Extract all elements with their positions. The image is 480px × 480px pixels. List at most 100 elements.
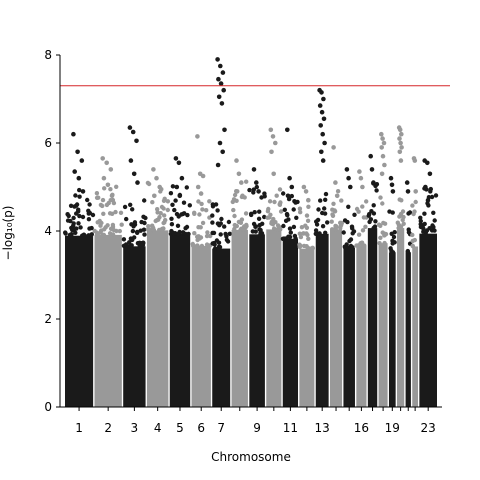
snp-point [314, 222, 320, 227]
snp-point [356, 209, 361, 214]
y-tick-label: 0 [44, 400, 52, 414]
chromosome-12-band [299, 248, 315, 407]
snp-point [73, 193, 78, 198]
chromosome-2-points [92, 156, 124, 407]
chromosome-22-points [410, 156, 419, 407]
x-tick-label: 16 [354, 421, 369, 435]
snp-point [431, 224, 436, 230]
snp-point [80, 214, 86, 220]
snp-point [310, 246, 315, 251]
chromosome-2-band [94, 234, 122, 407]
snp-point [373, 183, 378, 189]
snp-point [123, 242, 129, 247]
snp-point [67, 232, 73, 238]
snp-point [429, 194, 435, 200]
snp-point [170, 230, 175, 235]
top-snp-point [220, 149, 225, 155]
snp-point [162, 213, 167, 218]
snp-point [222, 224, 227, 229]
snp-point [110, 211, 115, 216]
snp-point [282, 207, 287, 212]
snp-point [410, 203, 415, 208]
snp-point [371, 211, 377, 216]
snp-point [215, 221, 221, 226]
snp-point [238, 220, 244, 225]
snp-point [267, 215, 272, 220]
top-snp-point [405, 189, 411, 194]
snp-point [367, 219, 372, 225]
y-axis-ticks: 0 2 4 6 8 [44, 48, 60, 414]
snp-point [267, 199, 273, 204]
snp-point [121, 237, 127, 242]
snp-point [184, 224, 190, 230]
chromosome-18-points [376, 131, 389, 407]
snp-point [94, 195, 100, 200]
snp-point [329, 227, 335, 232]
top-snp-point [152, 193, 157, 199]
snp-point [185, 212, 190, 218]
top-snp-point [334, 193, 340, 199]
snp-point [401, 221, 406, 226]
snp-point [256, 216, 262, 221]
top-snp-point [371, 180, 376, 185]
snp-point [363, 224, 368, 229]
snp-point [127, 240, 132, 245]
snp-point [428, 186, 433, 192]
chromosome-3-points [121, 125, 148, 407]
y-tick-label: 4 [44, 224, 52, 238]
snp-point [117, 228, 123, 234]
top-snp-point [109, 193, 115, 199]
top-snp-point [221, 87, 226, 93]
x-tick-label: 13 [315, 421, 330, 435]
top-snp-point [287, 175, 292, 181]
snp-point [157, 227, 162, 233]
top-snp-point [331, 145, 336, 150]
snp-point [168, 191, 174, 196]
top-snp-point [425, 197, 431, 203]
snp-point [156, 217, 161, 222]
snp-point [291, 207, 296, 212]
snp-point [345, 219, 350, 225]
chromosome-23-points [418, 158, 439, 407]
top-snp-point [222, 127, 227, 133]
snp-point [210, 230, 215, 236]
chromosome-1-band [65, 235, 94, 407]
snp-point [253, 224, 258, 229]
snp-point [85, 197, 90, 203]
top-snp-point [100, 156, 105, 161]
snp-point [257, 223, 262, 228]
snp-point [198, 225, 203, 230]
snp-point [128, 202, 133, 207]
snp-point [364, 199, 369, 204]
y-tick-label: 2 [44, 312, 52, 326]
chromosome-11-points [280, 127, 300, 407]
snp-point [80, 233, 85, 238]
snp-point [253, 229, 258, 234]
snp-point [216, 240, 222, 245]
snp-point [146, 181, 152, 187]
snp-point [330, 207, 335, 212]
snp-point [165, 199, 171, 204]
snp-point [373, 219, 378, 224]
top-snp-point [333, 180, 338, 185]
snp-point [377, 241, 382, 246]
top-snp-point [379, 145, 385, 150]
snp-point [86, 217, 92, 222]
top-snp-point [397, 149, 403, 155]
top-snp-point [425, 160, 430, 166]
chromosome-19-band [388, 252, 396, 407]
snp-point [297, 242, 302, 247]
top-snp-point [382, 162, 387, 168]
snp-point [210, 220, 215, 225]
top-snp-point [320, 131, 326, 137]
snp-point [284, 236, 289, 241]
top-snp-point [360, 184, 365, 190]
snp-point [169, 216, 174, 221]
top-snp-point [127, 125, 133, 130]
chromosome-3-band [123, 246, 146, 407]
chromosome-6-band [191, 245, 211, 407]
snp-point [158, 211, 163, 216]
snp-point [227, 231, 232, 236]
snp-point [304, 225, 310, 230]
snp-point [244, 222, 249, 228]
